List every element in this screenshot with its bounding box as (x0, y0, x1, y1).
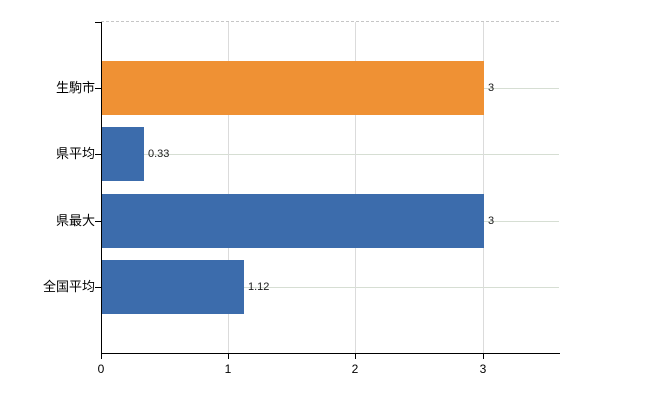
y-axis-tick (95, 88, 101, 89)
y-axis-tick (95, 154, 101, 155)
category-label-3: 県最大 (55, 213, 95, 228)
y-axis-tick (95, 287, 101, 288)
bar-県平均 (102, 127, 144, 181)
bar-value-label: 0.33 (148, 148, 170, 160)
category-label-2: 県平均 (55, 146, 95, 161)
x-axis-tick (101, 354, 102, 359)
bar-全国平均 (102, 260, 244, 314)
x-tick-label-0: 0 (97, 362, 105, 376)
vertical-gridline (483, 22, 484, 353)
x-tick-label-1: 1 (224, 362, 232, 376)
x-axis-tick (483, 354, 484, 359)
x-axis-tick (228, 354, 229, 359)
x-tick-label-3: 3 (479, 362, 487, 376)
x-tick-label-2: 2 (351, 362, 359, 376)
x-axis (101, 353, 560, 354)
y-axis-top-tick (95, 22, 101, 23)
y-axis-tick (95, 221, 101, 222)
horizontal-gridline (101, 154, 559, 155)
vertical-gridline (355, 22, 356, 353)
category-label-1: 生駒市 (55, 80, 95, 95)
bar-value-label: 3 (488, 82, 495, 94)
horizontal-gridline (101, 287, 559, 288)
bar-県最大 (102, 194, 484, 248)
category-label-4: 全国平均 (42, 279, 95, 294)
y-axis (101, 22, 102, 354)
vertical-gridline (228, 22, 229, 353)
bar-value-label: 1.12 (248, 281, 270, 293)
x-axis-tick (355, 354, 356, 359)
bar-生駒市 (102, 61, 484, 115)
bar-value-label: 3 (488, 215, 495, 227)
plot-top-border (101, 21, 559, 22)
